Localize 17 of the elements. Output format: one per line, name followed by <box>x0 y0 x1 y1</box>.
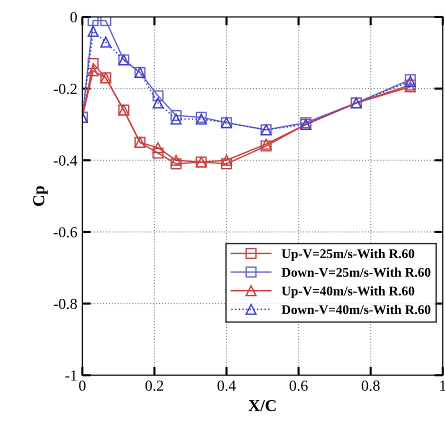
x-axis-title: X/C <box>248 400 276 412</box>
y-tick-label: -0.2 <box>54 84 77 94</box>
legend-label: Up-V=40m/s-With R.60 <box>282 286 414 298</box>
x-tick-label: 0.2 <box>145 380 164 391</box>
x-tick-label: 0 <box>79 380 86 391</box>
x-tick-label: 0.8 <box>362 380 380 391</box>
y-tick-label: -0.8 <box>54 298 77 310</box>
y-tick-label: -0.6 <box>54 227 78 238</box>
y-tick-label: -1 <box>65 370 77 381</box>
y-tick-label: 0 <box>70 12 77 22</box>
x-tick-label: 0.4 <box>218 380 236 391</box>
y-tick-label: -0.4 <box>54 155 78 166</box>
y-axis-title: Cp <box>33 186 48 206</box>
legend-label: Up-V=25m/s-With R.60 <box>282 248 414 261</box>
x-tick-label: 0.6 <box>290 380 308 391</box>
legend-label: Down-V=25m/s-With R.60 <box>282 268 430 277</box>
legend-label: Down-V=40m/s-With R.60 <box>282 304 430 314</box>
